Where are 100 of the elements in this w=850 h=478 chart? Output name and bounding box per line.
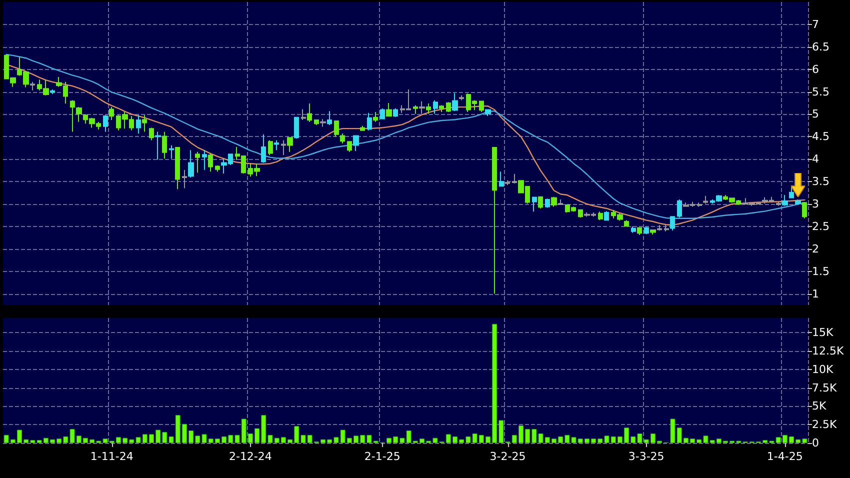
y-tick-label: 6 <box>812 62 819 76</box>
candlestick <box>268 140 273 156</box>
candlestick <box>287 137 293 152</box>
candlestick <box>545 198 550 208</box>
candlestick <box>274 140 279 151</box>
candlestick <box>795 199 801 205</box>
candlestick <box>677 199 682 218</box>
candlestick <box>426 102 431 114</box>
candlestick <box>413 104 418 114</box>
x-tick-label: 1-4-25 <box>766 450 803 463</box>
candlestick <box>340 133 345 144</box>
y-tick-label: 12.5K <box>812 344 844 358</box>
candlestick <box>169 144 174 160</box>
y-tick-label: 2 <box>812 242 819 256</box>
candlestick <box>314 120 319 126</box>
candlestick <box>446 102 451 112</box>
y-tick-label: 5 <box>812 108 819 121</box>
candlestick <box>50 89 55 95</box>
candlestick <box>703 195 708 204</box>
candlestick <box>459 94 464 101</box>
x-tick-label: 1-11-24 <box>90 450 134 463</box>
candlestick <box>637 227 642 236</box>
y-tick-label: 4.5 <box>812 130 830 144</box>
candlestick <box>307 102 312 122</box>
candlestick <box>103 114 108 132</box>
candlestick <box>202 150 207 170</box>
candlestick <box>532 196 537 212</box>
x-tick-label: 2-12-24 <box>228 450 272 463</box>
x-tick-label: 2-1-25 <box>364 450 400 463</box>
candlestick <box>215 164 220 172</box>
candlestick <box>182 169 187 189</box>
candlestick <box>492 146 497 294</box>
y-tick-label: 0 <box>812 436 819 450</box>
y-tick-label: 7 <box>812 18 819 31</box>
candlestick <box>301 108 306 121</box>
candlestick <box>327 110 332 126</box>
candlestick <box>393 108 398 118</box>
candlestick <box>360 125 365 132</box>
candlestick <box>136 114 141 134</box>
candlestick <box>195 151 200 174</box>
candlestick <box>162 131 167 160</box>
candlestick <box>294 116 299 139</box>
y-tick-label: 4 <box>812 152 819 166</box>
candlestick <box>789 186 794 199</box>
candlestick <box>512 173 517 184</box>
x-tick-label: 3-2-25 <box>490 450 526 463</box>
candlestick <box>657 224 662 231</box>
candlestick <box>776 201 781 206</box>
y-tick-label: 5.5 <box>812 85 830 98</box>
candlestick <box>208 152 213 172</box>
candlestick <box>353 134 359 152</box>
candlestick <box>347 140 352 152</box>
candlestick <box>76 106 82 122</box>
candlestick <box>664 224 669 232</box>
candlestick <box>624 220 629 227</box>
y-tick-label: 15K <box>812 326 834 340</box>
candlestick <box>631 226 636 234</box>
candlestick <box>188 150 194 178</box>
candlestick <box>538 196 543 209</box>
candlestick <box>578 209 583 218</box>
candlestick <box>439 104 444 112</box>
candlestick <box>109 106 114 121</box>
candlestick <box>70 100 75 132</box>
candlestick <box>386 102 392 117</box>
candlestick <box>367 112 372 131</box>
candlestick <box>142 114 147 132</box>
candlestick <box>452 92 458 112</box>
candlestick <box>598 211 603 221</box>
y-tick-label: 3 <box>812 198 819 210</box>
y-tick-label: 1 <box>812 287 819 300</box>
candlestick <box>644 226 649 235</box>
candlestick <box>30 81 35 91</box>
candlestick <box>479 100 484 112</box>
candlestick <box>505 180 510 186</box>
candlestick <box>802 202 807 219</box>
y-tick-label: 2.5K <box>812 418 838 432</box>
candlestick <box>697 202 702 208</box>
x-tick-label: 3-3-25 <box>628 450 664 463</box>
candlestick <box>433 100 438 114</box>
candlestick <box>650 230 656 236</box>
candlestick <box>670 216 675 231</box>
candlestick <box>782 194 788 206</box>
candlestick <box>604 210 609 222</box>
candlestick <box>281 140 286 156</box>
candlestick <box>320 118 326 128</box>
candlestick <box>558 199 563 206</box>
y-tick-label: 7.5K <box>812 381 838 394</box>
candlestick <box>334 120 339 138</box>
y-tick-label: 3.5 <box>812 175 830 188</box>
y-tick-label: 1.5 <box>812 264 830 278</box>
candlestick <box>373 111 378 122</box>
y-tick-label: 6.5 <box>812 40 830 54</box>
candlestick <box>551 196 557 208</box>
candlestick <box>155 131 161 160</box>
candlestick <box>261 134 266 164</box>
y-tick-label: 5K <box>812 400 827 413</box>
y-tick-label: 10K <box>812 362 834 376</box>
candlestick <box>499 171 504 187</box>
candlestick <box>149 127 154 141</box>
candlestick <box>419 100 425 114</box>
